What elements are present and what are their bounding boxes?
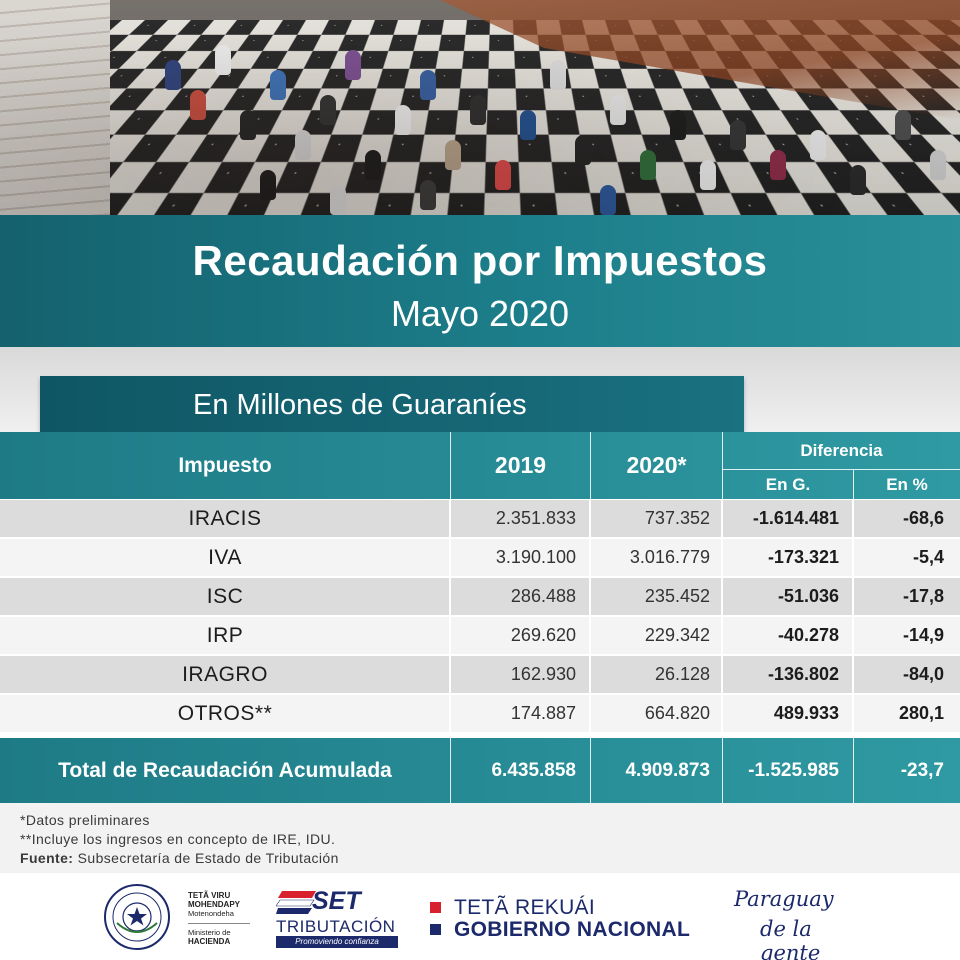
row-dif-pct: -14,9 [854, 617, 960, 654]
gobierno-nacional-logo: TETÃ REKUÁI GOBIERNO NACIONAL [430, 897, 690, 941]
col-impuesto: Impuesto [0, 432, 450, 499]
units-banner: En Millones de Guaraníes [40, 376, 744, 434]
table-row: IVA 3.190.100 3.016.779 -173.321 -5,4 [0, 539, 960, 576]
national-seal-icon [103, 883, 171, 951]
row-dif-pct: -5,4 [854, 539, 960, 576]
row-2020: 3.016.779 [591, 539, 722, 576]
note-preliminary: *Datos preliminares [20, 811, 960, 830]
row-dif-g: -40.278 [723, 617, 853, 654]
row-2020: 737.352 [591, 500, 722, 537]
page-subtitle: Mayo 2020 [0, 293, 960, 335]
row-2020: 664.820 [591, 695, 722, 732]
table-row: IRACIS 2.351.833 737.352 -1.614.481 -68,… [0, 500, 960, 537]
title-band: Recaudación por Impuestos Mayo 2020 [0, 215, 960, 347]
row-2020: 235.452 [591, 578, 722, 615]
row-name: ISC [0, 578, 450, 615]
table-row: IRP 269.620 229.342 -40.278 -14,9 [0, 617, 960, 654]
row-2020: 26.128 [591, 656, 722, 693]
row-2019: 269.620 [451, 617, 590, 654]
note-source: Fuente: Subsecretaría de Estado de Tribu… [20, 849, 960, 868]
col-2019: 2019 [451, 432, 590, 499]
row-name: IVA [0, 539, 450, 576]
note-otros: **Incluye los ingresos en concepto de IR… [20, 830, 960, 849]
source-label: Fuente: [20, 850, 73, 866]
col-diferencia: Diferencia [723, 432, 960, 469]
row-2019: 174.887 [451, 695, 590, 732]
header-photo [0, 0, 960, 215]
row-2019: 286.488 [451, 578, 590, 615]
col-en-pct: En % [854, 470, 960, 499]
table-row: OTROS** 174.887 664.820 489.933 280,1 [0, 695, 960, 732]
source-text: Subsecretaría de Estado de Tributación [78, 850, 339, 866]
row-name: IRP [0, 617, 450, 654]
page-title: Recaudación por Impuestos [0, 237, 960, 285]
row-2019: 162.930 [451, 656, 590, 693]
total-2020: 4.909.873 [591, 738, 722, 803]
col-2020: 2020* [591, 432, 722, 499]
row-2019: 3.190.100 [451, 539, 590, 576]
total-2019: 6.435.858 [451, 738, 590, 803]
ministerio-hacienda-logo: TETÃ VIRU MOHENDAPY Motenondeha Minister… [188, 891, 268, 946]
paraguay-de-la-gente-logo: Paraguay de la gente [730, 887, 870, 949]
row-dif-pct: -84,0 [854, 656, 960, 693]
row-dif-pct: -17,8 [854, 578, 960, 615]
row-dif-pct: 280,1 [854, 695, 960, 732]
table-row: ISC 286.488 235.452 -51.036 -17,8 [0, 578, 960, 615]
row-dif-g: -51.036 [723, 578, 853, 615]
table-header: Impuesto 2019 2020* Diferencia En G. En … [0, 432, 960, 499]
col-en-g: En G. [723, 470, 853, 499]
total-label: Total de Recaudación Acumulada [0, 738, 450, 803]
row-dif-g: -1.614.481 [723, 500, 853, 537]
row-dif-pct: -68,6 [854, 500, 960, 537]
total-dif-pct: -23,7 [854, 738, 960, 803]
row-dif-g: 489.933 [723, 695, 853, 732]
row-dif-g: -173.321 [723, 539, 853, 576]
row-name: IRAGRO [0, 656, 450, 693]
set-flag-icon [276, 891, 316, 915]
row-2020: 229.342 [591, 617, 722, 654]
footer-logos: TETÃ VIRU MOHENDAPY Motenondeha Minister… [0, 873, 960, 960]
row-name: IRACIS [0, 500, 450, 537]
total-dif-g: -1.525.985 [723, 738, 853, 803]
total-row: Total de Recaudación Acumulada 6.435.858… [0, 738, 960, 803]
row-dif-g: -136.802 [723, 656, 853, 693]
row-name: OTROS** [0, 695, 450, 732]
table-row: IRAGRO 162.930 26.128 -136.802 -84,0 [0, 656, 960, 693]
footnotes: *Datos preliminares **Incluye los ingres… [0, 803, 960, 873]
set-tributacion-logo: SET TRIBUTACIÓN Promoviendo confianza [276, 887, 398, 949]
row-2019: 2.351.833 [451, 500, 590, 537]
